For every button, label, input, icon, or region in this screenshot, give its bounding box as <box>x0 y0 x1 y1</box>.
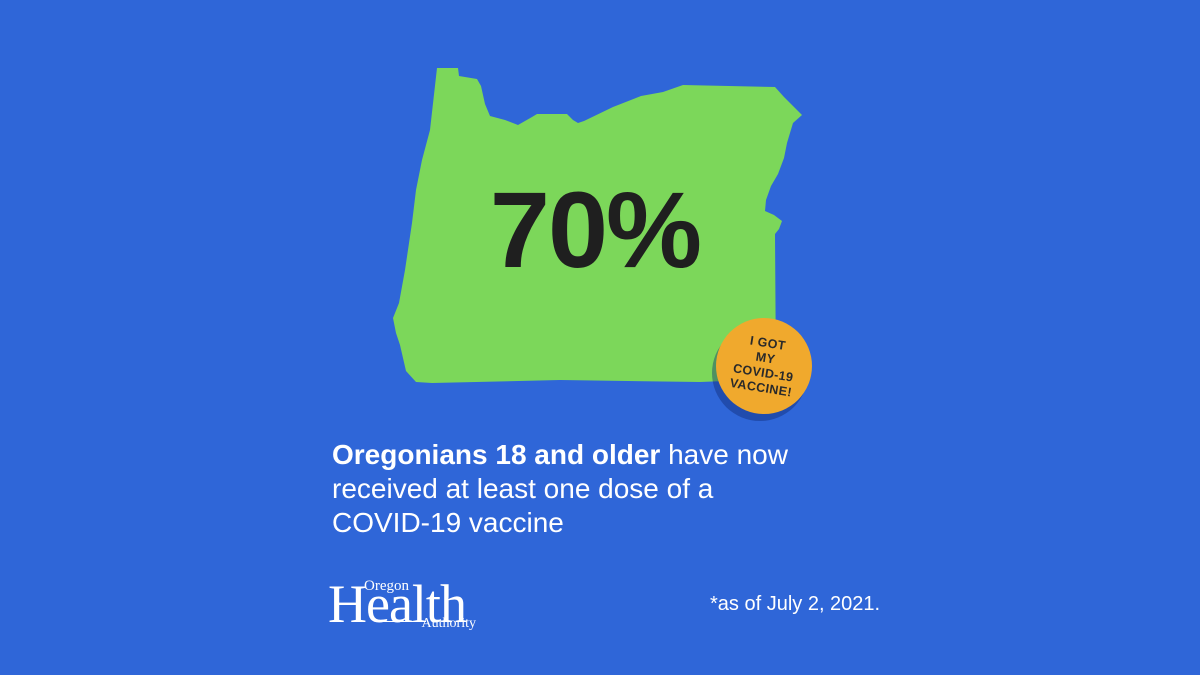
headline-line-2: received at least one dose of a <box>332 473 714 504</box>
date-footnote: *as of July 2, 2021. <box>710 593 881 615</box>
headline-line-3: COVID-19 vaccine <box>332 507 564 538</box>
logo-word-oregon: Oregon <box>364 578 409 594</box>
badge-text-block: I GOT MY COVID-19 VACCINE! <box>728 331 799 400</box>
headline-text: Oregonians 18 and older have now receive… <box>332 438 872 540</box>
logo-word-authority: Authority <box>421 616 476 631</box>
oregon-shape <box>393 68 802 383</box>
oregon-health-authority-logo: Health Oregon Authority <box>328 574 476 634</box>
vaccine-sticker-badge: I GOT MY COVID-19 VACCINE! <box>716 318 812 414</box>
headline-bold-phrase: Oregonians 18 and older <box>332 439 661 470</box>
vaccination-percentage: 70% <box>489 169 702 290</box>
headline-line-1-rest: have now <box>660 439 788 470</box>
logo-word-health: Health <box>328 574 467 634</box>
logo-divider-line <box>382 621 426 622</box>
headline-line-1: Oregonians 18 and older have now <box>332 438 872 472</box>
